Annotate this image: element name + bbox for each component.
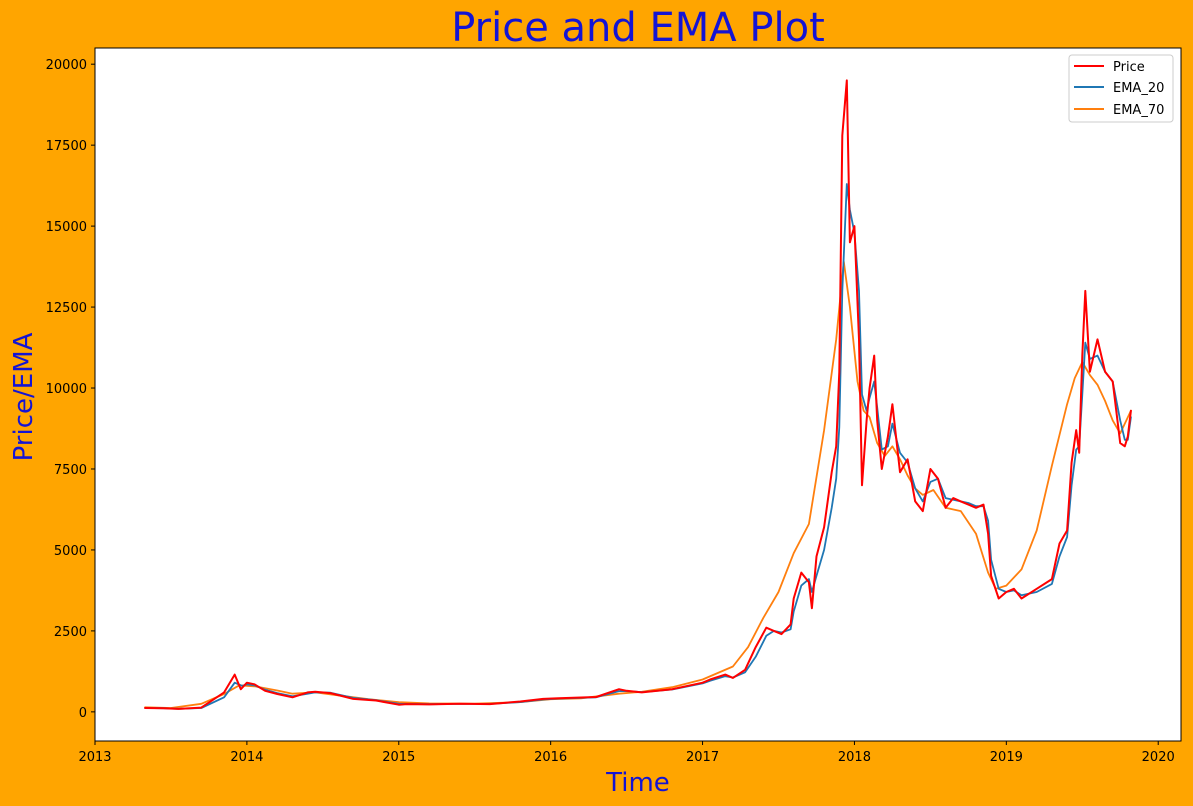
x-tick-label: 2019: [990, 750, 1023, 765]
legend: Price EMA_20 EMA_70: [1068, 54, 1174, 123]
legend-box: [1068, 54, 1174, 123]
x-tick-label: 2014: [230, 750, 263, 765]
x-tick-label: 2017: [686, 750, 719, 765]
y-tick-label: 2500: [54, 625, 87, 640]
x-axis-ticks: 2013 2014 2015 2016 2017 2018 2019 2020: [78, 741, 1175, 765]
x-tick-label: 2018: [838, 750, 871, 765]
x-axis-label: Time: [605, 768, 670, 798]
y-tick-label: 17500: [46, 139, 87, 154]
series-line-price: [144, 79, 1132, 710]
x-tick-label: 2020: [1142, 750, 1175, 765]
y-tick-label: 7500: [54, 463, 87, 478]
x-tick-label: 2013: [78, 750, 111, 765]
y-axis-ticks: 0 2500 5000 7500 10000 12500 15000 17500 20000: [46, 58, 95, 721]
plot-area: [95, 48, 1181, 741]
y-tick-label: 15000: [46, 220, 87, 235]
plot-frame: [94, 47, 1182, 742]
x-tick-label: 2016: [534, 750, 567, 765]
chart-title: Price and EMA Plot: [451, 5, 825, 51]
legend-label-price: Price: [1113, 60, 1145, 75]
y-axis-label: Price/EMA: [9, 332, 39, 461]
legend-label-ema-70: EMA_70: [1113, 103, 1164, 118]
y-tick-label: 0: [79, 706, 87, 721]
series-lines: [144, 79, 1132, 710]
y-tick-label: 12500: [46, 301, 87, 316]
legend-label-ema-20: EMA_20: [1113, 81, 1164, 96]
y-tick-label: 10000: [46, 382, 87, 397]
y-tick-label: 5000: [54, 544, 87, 559]
x-tick-label: 2015: [382, 750, 415, 765]
y-tick-label: 20000: [46, 58, 87, 73]
